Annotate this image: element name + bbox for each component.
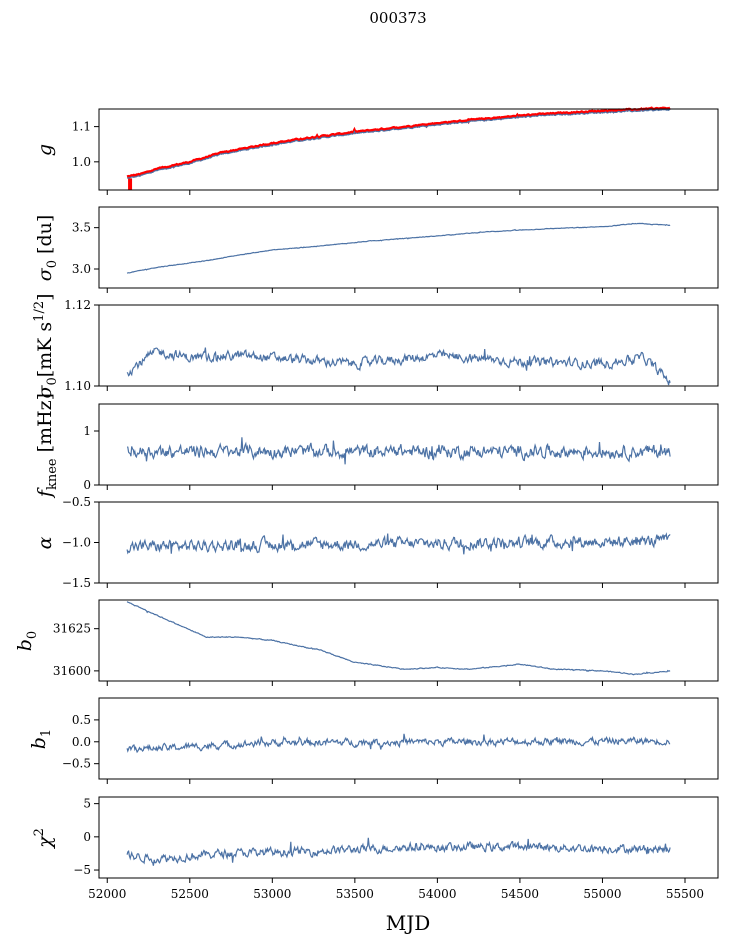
axes-frame-sigma0_mk bbox=[98, 304, 719, 387]
figure-title: 000373 bbox=[369, 9, 426, 27]
series-sigma0_du-line bbox=[126, 222, 671, 274]
x-axis-label: MJD bbox=[386, 911, 431, 935]
ytick-label-fknee-0: 0 bbox=[83, 478, 91, 492]
ytick-label-sigma0_du-0: 3.0 bbox=[72, 262, 91, 276]
panel-b0: 31600 31625 bbox=[53, 599, 719, 686]
ytick-label-chi2-2: 5 bbox=[83, 797, 91, 811]
axes-frame-chi2 bbox=[98, 796, 719, 879]
ytick-label-alpha-2: −0.5 bbox=[62, 495, 91, 509]
xtick-label-3: 53500 bbox=[336, 887, 374, 901]
axes-frame-b0 bbox=[98, 599, 719, 682]
ylabel-b1: b1 bbox=[28, 729, 54, 749]
axes-frame-g bbox=[98, 108, 719, 191]
series-b0-line bbox=[126, 601, 671, 676]
ytick-label-b1-2: 0.5 bbox=[72, 713, 91, 727]
ylabel-sigma0-du: σ0 [du] bbox=[34, 215, 60, 282]
ylabel-g: g bbox=[34, 144, 56, 156]
panel-sigma0_du: 3.0 3.5 bbox=[72, 206, 719, 293]
ylabel-alpha: α bbox=[34, 536, 56, 549]
ytick-label-b1-1: 0.0 bbox=[72, 735, 91, 749]
axes-frame-fknee bbox=[98, 403, 719, 486]
ytick-label-alpha-0: −1.5 bbox=[62, 576, 91, 590]
x-tick-labels: 52000 52500 53000 53500 54000 54500 55000 55500 bbox=[88, 887, 704, 901]
series-chi2-line bbox=[126, 837, 671, 866]
y-axis-labels: g σ0 [du] σ0[mK s1/2] fknee [mHz] α b0 b… bbox=[14, 144, 60, 850]
ytick-label-sigma0_mk-0: 1.10 bbox=[64, 379, 91, 393]
ylabel-chi2: χ2 bbox=[32, 828, 56, 850]
xtick-label-7: 55500 bbox=[666, 887, 704, 901]
ylabel-b0: b0 bbox=[14, 631, 40, 651]
ytick-label-alpha-1: −1.0 bbox=[62, 536, 91, 550]
ytick-label-g-1: 1.1 bbox=[72, 120, 91, 134]
ytick-label-fknee-1: 1 bbox=[83, 424, 91, 438]
panels: 1.01.13.03.51.101.1201−1.5−1.0−0.5316003… bbox=[53, 106, 719, 883]
series-b1-line bbox=[126, 733, 671, 754]
ylabel-sigma0-mk: σ0[mK s1/2] bbox=[32, 293, 60, 398]
panel-sigma0_mk: 1.10 1.12 bbox=[64, 298, 719, 393]
series-g-ref-line bbox=[126, 106, 671, 179]
panel-b1: −0.5 0.0 0.5 bbox=[62, 697, 719, 784]
ytick-label-chi2-1: 0 bbox=[83, 830, 91, 844]
panel-g: 1.0 1.1 bbox=[72, 106, 719, 195]
series-sigma0_mk-line bbox=[126, 347, 671, 386]
xtick-label-1: 52500 bbox=[171, 887, 209, 901]
ytick-label-b0-0: 31600 bbox=[53, 664, 91, 678]
ytick-label-b0-1: 31625 bbox=[53, 622, 91, 636]
xtick-label-5: 54500 bbox=[501, 887, 539, 901]
panel-alpha: −1.5 −1.0 −0.5 bbox=[62, 495, 719, 590]
xtick-label-0: 52000 bbox=[88, 887, 126, 901]
series-fknee-line bbox=[127, 437, 671, 465]
ylabel-fknee: fknee [mHz] bbox=[34, 393, 60, 499]
xtick-label-6: 55000 bbox=[583, 887, 621, 901]
panel-fknee: 01 bbox=[83, 403, 719, 492]
series-g-line bbox=[126, 108, 671, 179]
axes-frame-b1 bbox=[98, 697, 719, 780]
ytick-label-sigma0_mk-1: 1.12 bbox=[64, 298, 91, 312]
axes-frame-sigma0_du bbox=[98, 206, 719, 289]
ytick-label-sigma0_du-1: 3.5 bbox=[72, 221, 91, 235]
ytick-label-chi2-0: −5 bbox=[73, 863, 91, 877]
ytick-label-b1-0: −0.5 bbox=[62, 757, 91, 771]
series-alpha-line bbox=[126, 532, 671, 555]
ytick-label-g-0: 1.0 bbox=[72, 155, 91, 169]
xtick-label-2: 53000 bbox=[253, 887, 291, 901]
xtick-label-4: 54000 bbox=[418, 887, 456, 901]
panel-chi2: −5 0 5 bbox=[73, 796, 719, 883]
